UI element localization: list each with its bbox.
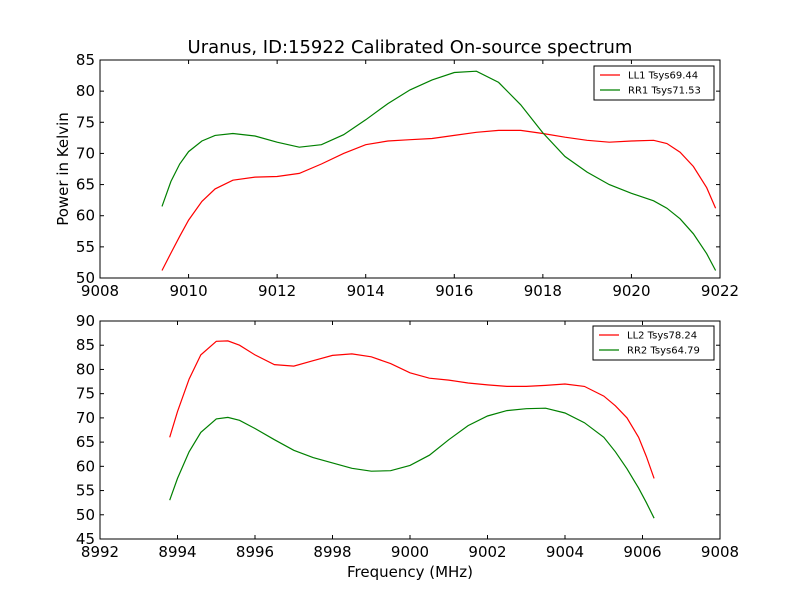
- top-panel: 9008 9010 9012 9014 9016 9018 9020 9022 50 55 60 65…: [76, 51, 739, 300]
- y-tick-label: 55: [76, 482, 95, 500]
- x-tick-label: 9000: [391, 543, 429, 561]
- legend-entry: RR2 Tsys64.79: [627, 346, 700, 357]
- x-tick-label: 9010: [169, 282, 207, 300]
- y-tick-label: 80: [76, 360, 95, 378]
- y-tick-label: 85: [76, 51, 95, 69]
- x-tick-label: 9014: [347, 282, 385, 300]
- y-tick-label: 75: [76, 385, 95, 403]
- x-tick-label: 9018: [524, 282, 562, 300]
- y-tick-label: 50: [76, 269, 95, 287]
- x-tick-label: 9022: [701, 282, 739, 300]
- y-tick-label: 70: [76, 144, 95, 162]
- plot-frame: [99, 59, 721, 279]
- y-tick-label: 75: [76, 113, 95, 131]
- series-line-2: [161, 70, 717, 271]
- bottom-panel: 8992 8994 8996 8998 9000 9002 9004 9006 9008 45 50…: [76, 312, 739, 561]
- x-tick-label: 9008: [701, 543, 739, 561]
- series-line-1: [161, 129, 717, 271]
- legend-entry: LL2 Tsys78.24: [627, 331, 697, 342]
- legend-box: [593, 65, 715, 101]
- y-tick-label: 60: [76, 207, 95, 225]
- x-tick-label: 9002: [468, 543, 506, 561]
- y-tick-label: 60: [76, 457, 95, 475]
- y-tick-label: 55: [76, 238, 95, 256]
- x-axis-label: Frequency (MHz): [347, 563, 473, 581]
- y-tick-label: 70: [76, 409, 95, 427]
- series-line-2: [169, 407, 655, 519]
- series-line-1: [169, 340, 655, 479]
- legend-entry: LL1 Tsys69.44: [628, 71, 698, 82]
- x-tick-label: 9006: [623, 543, 661, 561]
- x-tick-label: 9020: [612, 282, 650, 300]
- y-tick-label: 80: [76, 82, 95, 100]
- y-tick-label: 90: [76, 312, 95, 330]
- x-tick-label: 8996: [236, 543, 274, 561]
- x-tick-label: 8994: [158, 543, 196, 561]
- y-tick-label: 85: [76, 336, 95, 354]
- y-tick-label: 45: [76, 530, 95, 548]
- x-tick-label: 9004: [546, 543, 584, 561]
- y-axis-label: Power in Kelvin: [54, 112, 72, 226]
- x-tick-label: 9012: [258, 282, 296, 300]
- y-tick-label: 65: [76, 176, 95, 194]
- legend-box: [592, 325, 715, 361]
- x-tick-label: 9016: [435, 282, 473, 300]
- y-tick-label: 50: [76, 506, 95, 524]
- x-tick-label: 8992: [81, 543, 119, 561]
- x-tick-label: 9008: [81, 282, 119, 300]
- x-tick-label: 8998: [313, 543, 351, 561]
- legend-entry: RR1 Tsys71.53: [628, 86, 701, 97]
- y-tick-label: 65: [76, 433, 95, 451]
- chart-title: Uranus, ID:15922 Calibrated On-source sp…: [188, 37, 633, 58]
